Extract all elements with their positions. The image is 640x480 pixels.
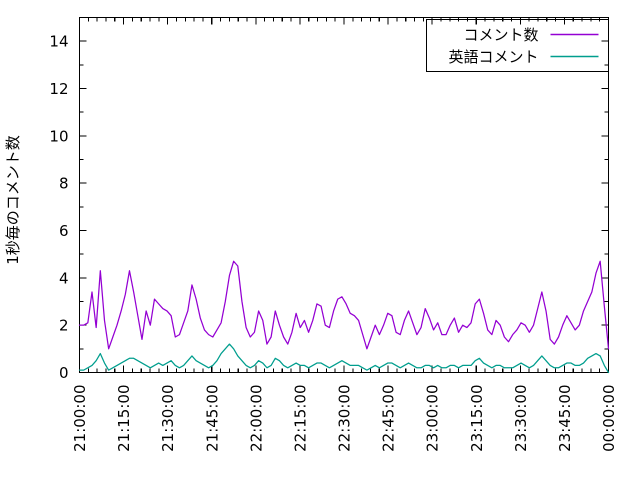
legend-border — [425, 18, 610, 73]
y-tick-label: 12 — [49, 80, 68, 98]
x-tick-label: 00:00:00 — [600, 385, 618, 452]
x-tick-label: 23:30:00 — [512, 385, 530, 452]
series-line-1 — [78, 260, 610, 350]
x-tick-label: 21:30:00 — [159, 385, 177, 452]
y-tick-label: 8 — [59, 175, 69, 193]
x-tick-label: 22:00:00 — [247, 385, 265, 452]
legend-label-2: 英語コメント — [448, 48, 538, 66]
series-line-2 — [78, 343, 610, 374]
x-tick-label: 21:15:00 — [115, 385, 133, 452]
y-tick-label: 4 — [59, 269, 69, 287]
x-tick-label: 21:00:00 — [71, 385, 89, 452]
x-tick-label: 22:45:00 — [380, 385, 398, 452]
x-tick-label: 21:45:00 — [203, 385, 221, 452]
y-tick-label: 2 — [59, 317, 69, 335]
x-tick-label: 22:15:00 — [291, 385, 309, 452]
legend-label-1: コメント数 — [463, 26, 538, 44]
y-axis-tick-labels: 0 2 4 6 8 10 12 14 — [49, 33, 68, 382]
y-tick-label: 0 — [59, 364, 69, 382]
x-axis-tick-labels: 21:00:00 21:15:00 21:30:00 21:45:00 22:00:00… — [71, 385, 618, 452]
x-tick-label: 23:45:00 — [556, 385, 574, 452]
y-axis-ticks — [79, 40, 609, 374]
y-axis-title: 1秒毎のコメント数 — [4, 135, 22, 265]
x-tick-label: 23:15:00 — [468, 385, 486, 452]
x-tick-label: 22:30:00 — [336, 385, 354, 452]
data-series-group — [78, 260, 610, 374]
x-tick-label: 23:00:00 — [424, 385, 442, 452]
y-tick-label: 14 — [49, 33, 68, 51]
y-tick-label: 10 — [49, 127, 68, 145]
y-tick-label: 6 — [59, 222, 69, 240]
